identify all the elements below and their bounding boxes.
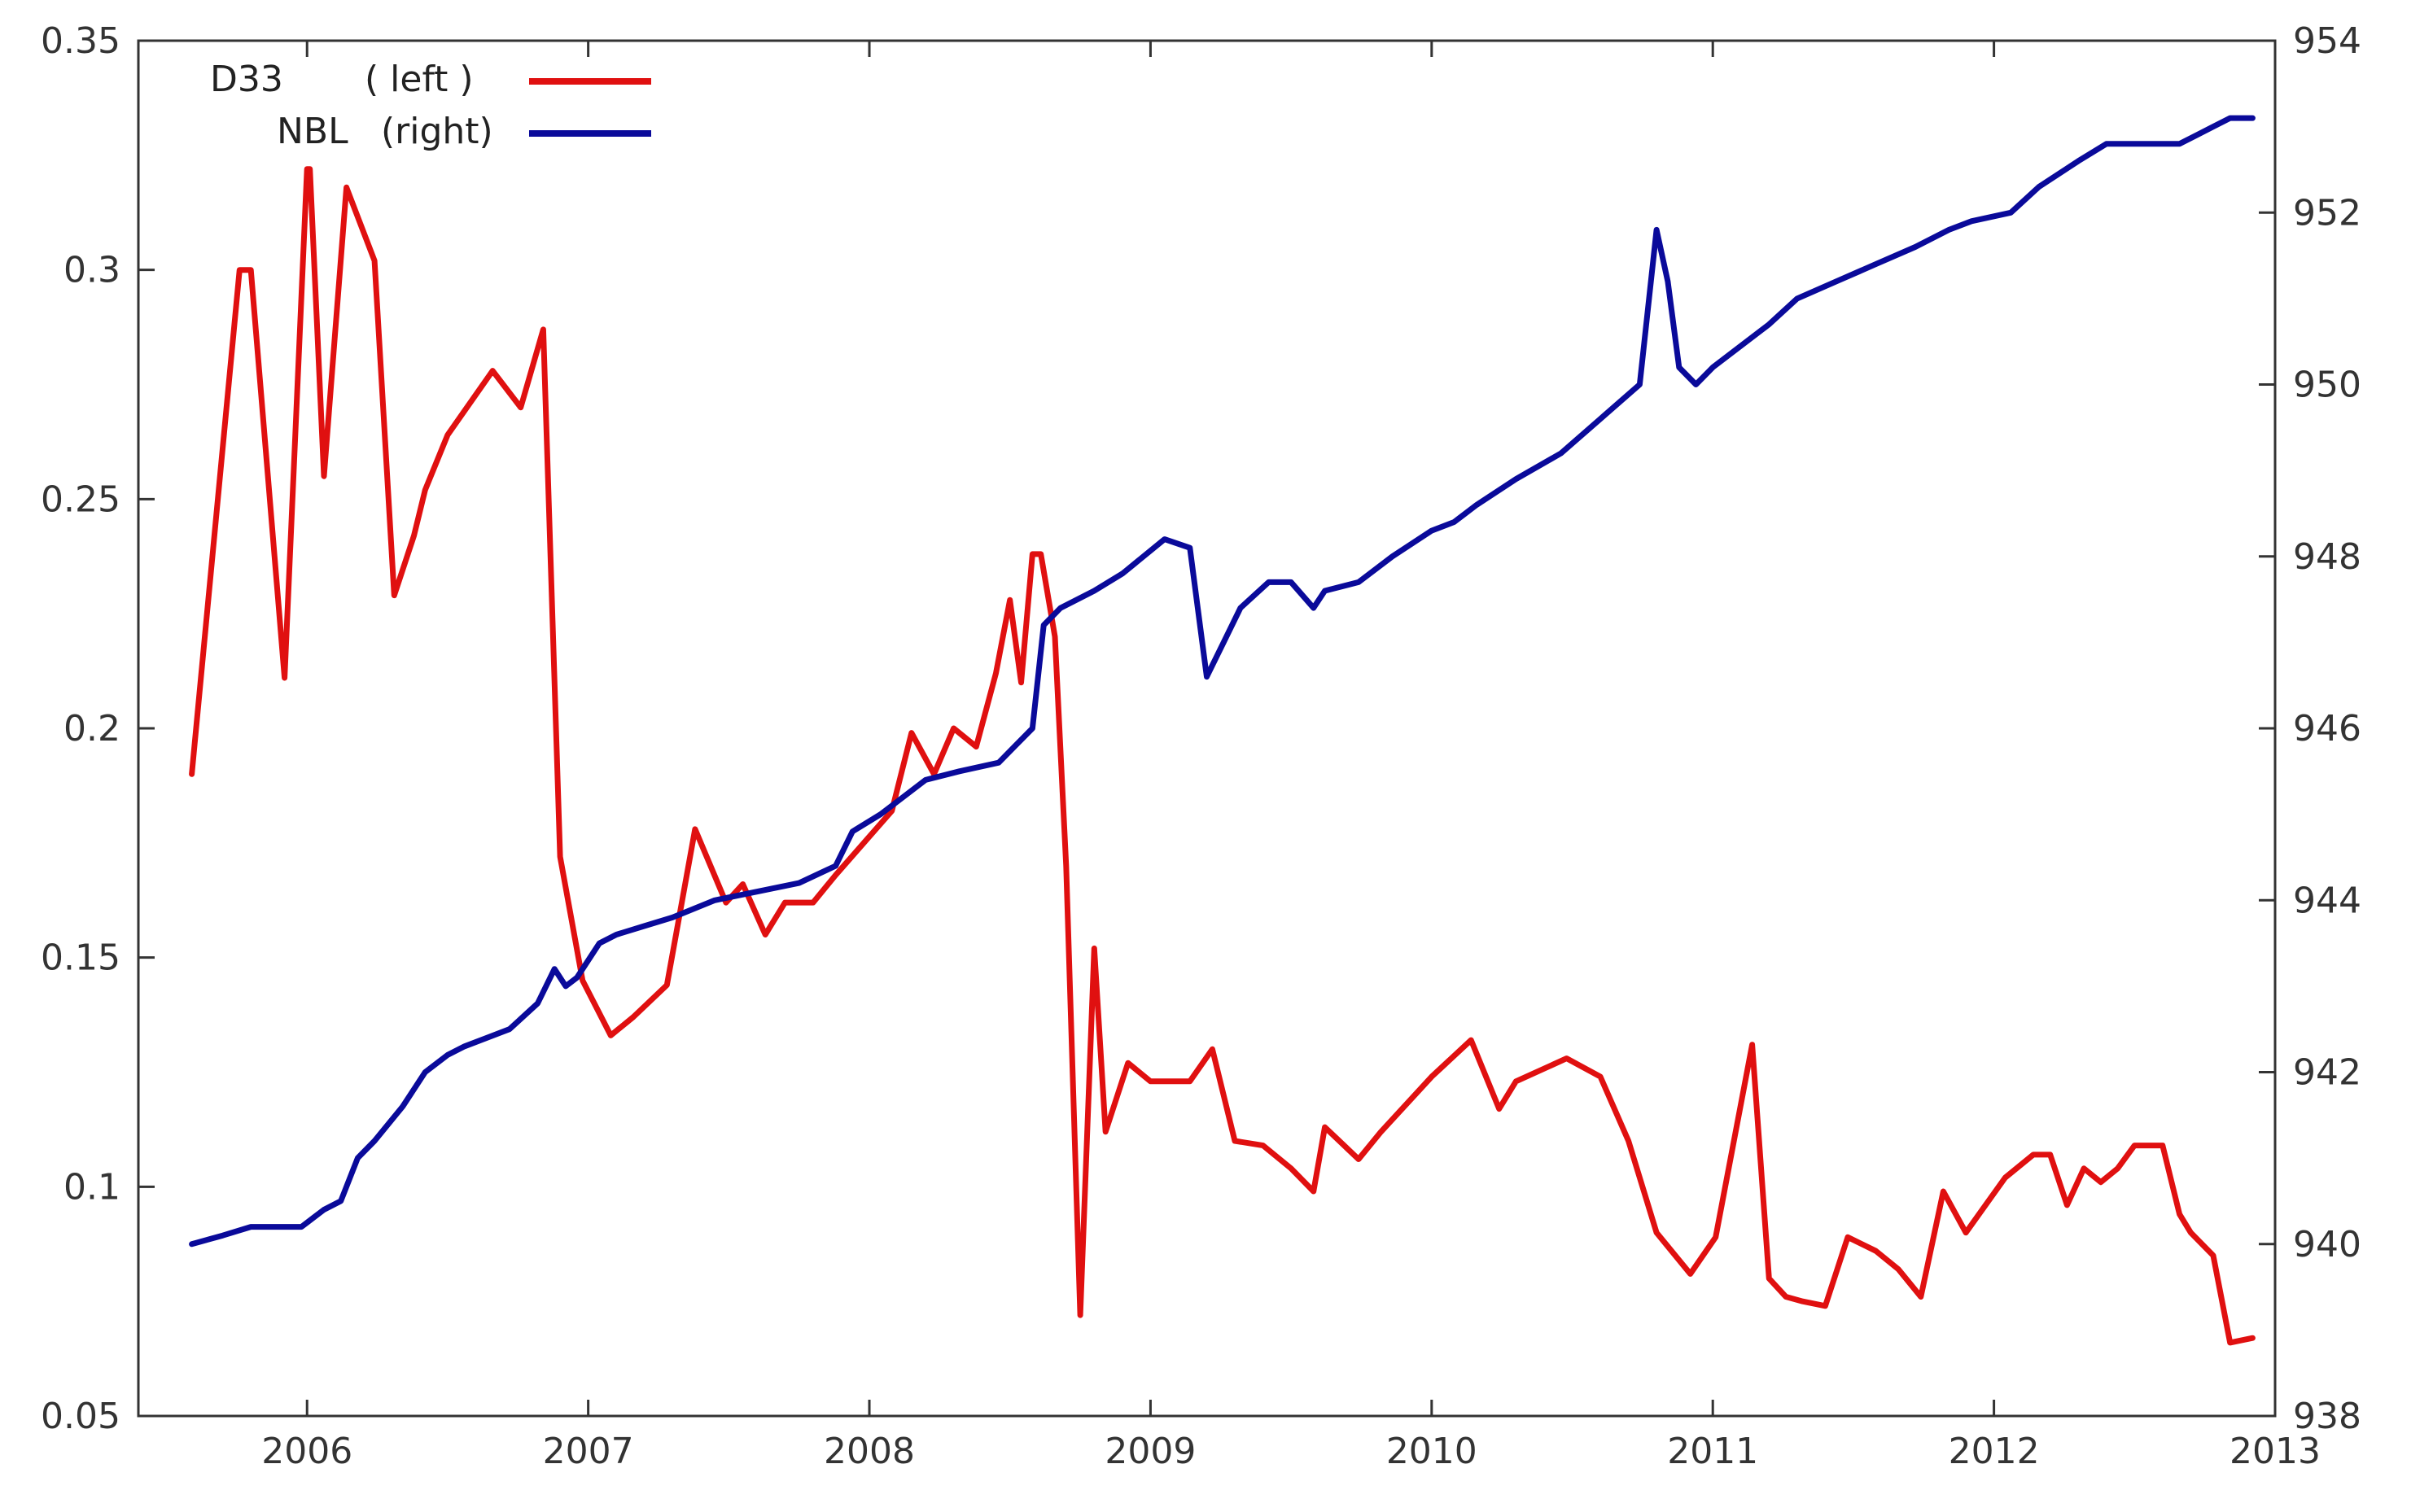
y-right-tick-label: 942 [2293, 1052, 2361, 1094]
x-tick-label: 2008 [824, 1431, 915, 1472]
series-group [189, 115, 2256, 1346]
legend-nbl-name: NBL [277, 111, 348, 152]
y-right-tick-label: 950 [2293, 365, 2361, 406]
x-tick-label: 2013 [2230, 1431, 2321, 1472]
y-right-tick-label: 944 [2293, 880, 2361, 921]
axes-group: 2006 2007 2008 2009 2010 2011 2012 2013 0.05 0.1 0… [41, 20, 2361, 1472]
y-right-tick-label: 952 [2293, 192, 2361, 234]
y-right-tick-label: 940 [2293, 1224, 2361, 1265]
y-right-tick-label: 946 [2293, 708, 2361, 749]
series-line-nbl [189, 115, 2256, 1248]
y-left-tick-label: 0.2 [63, 708, 120, 749]
y-left-tick-label: 0.25 [41, 479, 120, 520]
y-right-tick-label: 948 [2293, 536, 2361, 578]
y-right-tick-label: 938 [2293, 1396, 2361, 1437]
series-line-d33 [189, 166, 2256, 1346]
x-tick-label: 2010 [1386, 1431, 1477, 1472]
y-right-tick-label: 954 [2293, 20, 2361, 62]
y-left-tick-label: 0.05 [41, 1396, 120, 1437]
x-tick-label: 2006 [261, 1431, 352, 1472]
legend-group: D33 ( left ) NBL (right) [210, 59, 651, 152]
x-tick-label: 2011 [1667, 1431, 1758, 1472]
y-left-tick-label: 0.3 [63, 250, 120, 291]
x-tick-label: 2012 [1949, 1431, 2040, 1472]
legend-d33-axis-label: ( left ) [365, 59, 474, 100]
x-tick-label: 2009 [1105, 1431, 1196, 1472]
legend-d33-name: D33 [210, 59, 283, 100]
y-left-tick-label: 0.35 [41, 20, 120, 62]
legend-nbl-axis-label: (right) [381, 111, 493, 152]
x-tick-label: 2007 [543, 1431, 634, 1472]
y-left-tick-label: 0.1 [63, 1166, 120, 1208]
y-left-tick-label: 0.15 [41, 937, 120, 979]
